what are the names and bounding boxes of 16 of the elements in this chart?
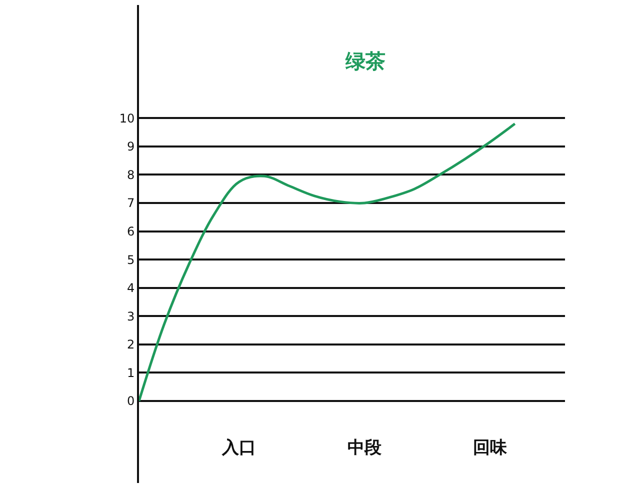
y-tick-label: 8 [126, 168, 135, 182]
line-series [139, 122, 516, 402]
x-tick-label: 中段 [348, 438, 383, 458]
y-tick-label: 6 [126, 224, 135, 238]
text: 绿茶 [344, 49, 386, 73]
y-tick-label: 0 [126, 394, 135, 408]
x-tick-label: 回味 [472, 438, 508, 458]
y-tick-label: 3 [126, 309, 135, 324]
y-tick-label: 2 [126, 338, 135, 352]
y-tick-label: 1 [126, 366, 135, 380]
y-tick-label: 7 [126, 196, 135, 210]
y-tick-label: 9 [126, 140, 135, 154]
x-tick-label: 入口 [221, 438, 256, 458]
y-tick-label: 5 [126, 252, 135, 267]
y-tick-label: 4 [126, 281, 135, 296]
y-tick-label: 10 [119, 111, 135, 126]
